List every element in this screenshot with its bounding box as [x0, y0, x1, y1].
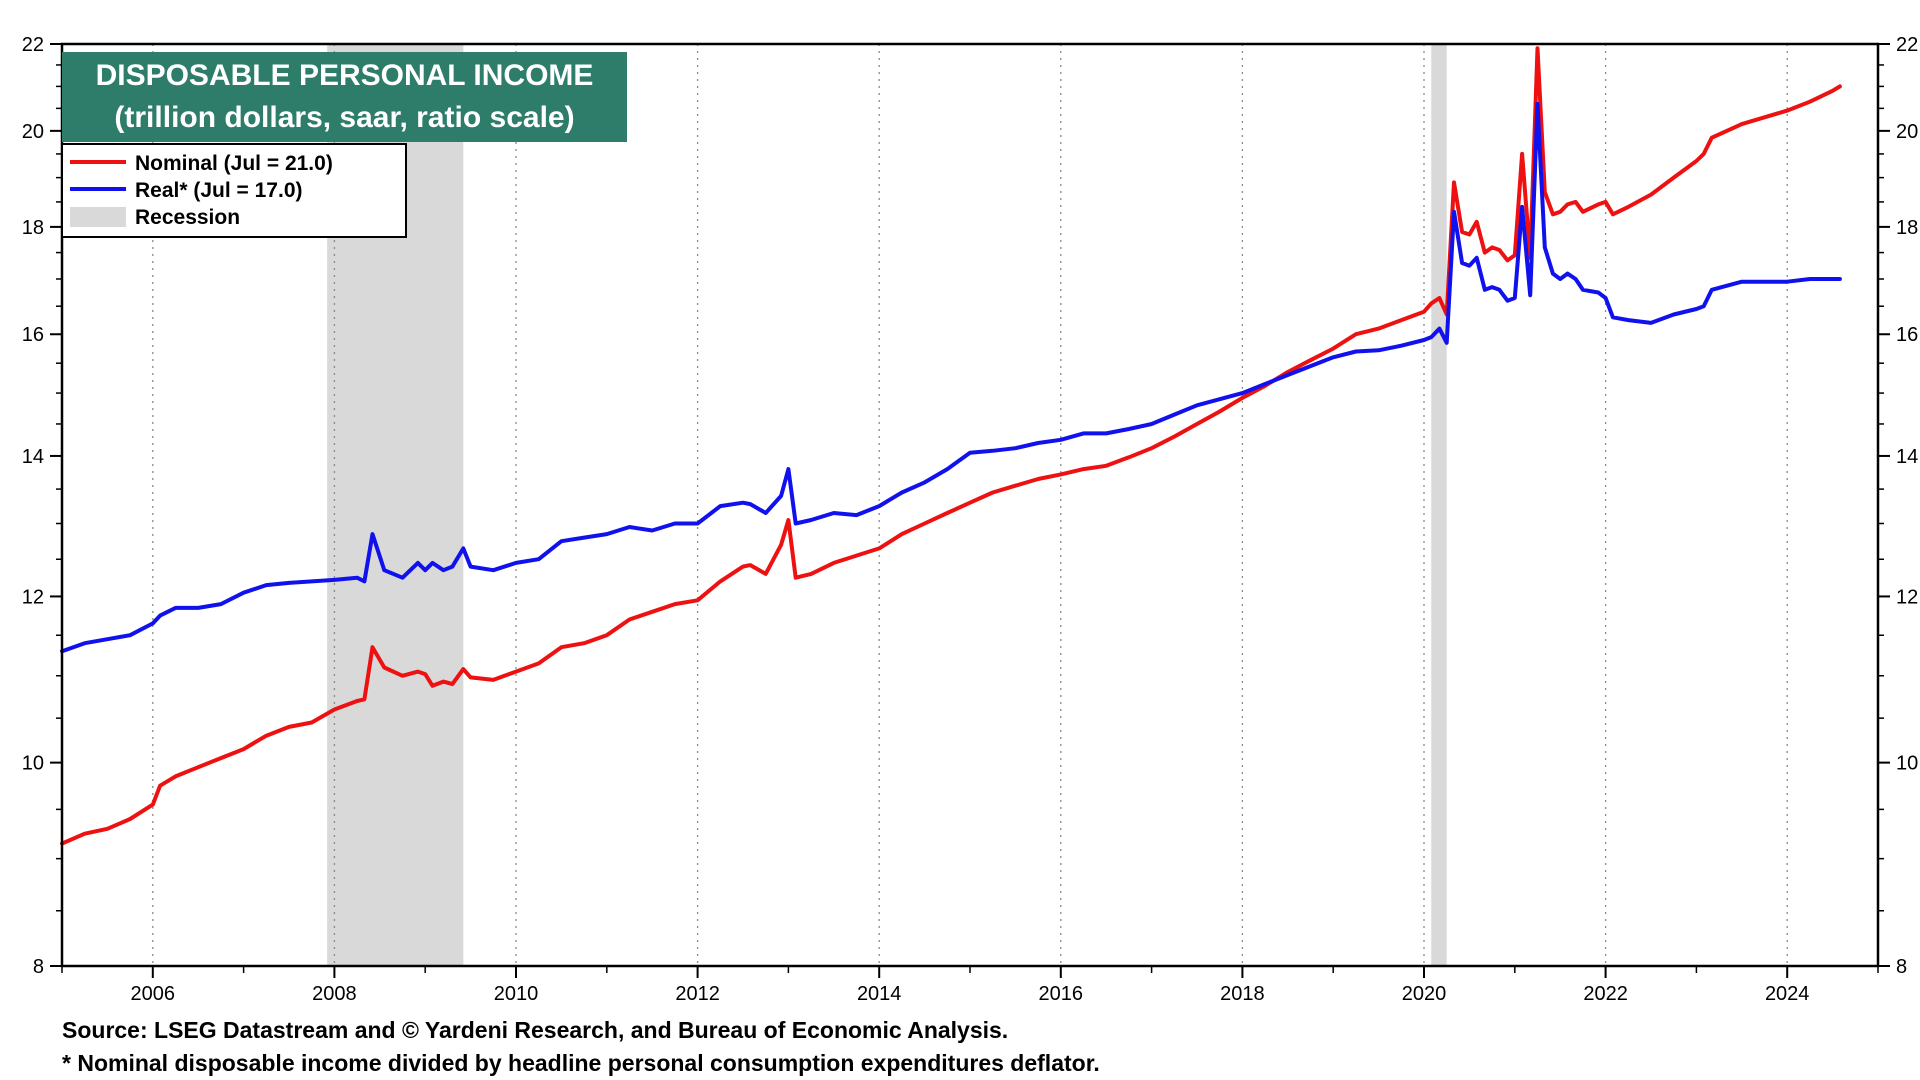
chart-subtitle: (trillion dollars, saar, ratio scale): [114, 101, 574, 134]
y-tick-label-right: 20: [1896, 121, 1918, 143]
y-tick-label-right: 8: [1896, 956, 1907, 978]
y-tick-label-left: 18: [22, 217, 44, 239]
y-tick-label-left: 20: [22, 121, 44, 143]
recession-band-2: [1431, 44, 1447, 966]
x-tick-label: 2022: [1583, 983, 1628, 1005]
y-tick-label-left: 14: [22, 446, 44, 468]
legend-label-recession: Recession: [135, 206, 240, 229]
x-tick-label: 2010: [494, 983, 539, 1005]
chart-title: DISPOSABLE PERSONAL INCOME: [96, 59, 594, 92]
legend: Nominal (Jul = 21.0) Real* (Jul = 17.0) …: [61, 143, 407, 238]
y-tick-label-right: 10: [1896, 753, 1918, 775]
x-tick-label: 2016: [1039, 983, 1084, 1005]
y-tick-label-right: 12: [1896, 586, 1918, 608]
series-line-nominal: [60, 46, 1842, 846]
x-tick-label: 2018: [1220, 983, 1265, 1005]
x-tick-label: 2012: [675, 983, 720, 1005]
legend-label-real: Real* (Jul = 17.0): [135, 179, 303, 202]
series-lines: [60, 46, 1842, 846]
y-tick-label-left: 22: [22, 34, 44, 56]
title-background: [62, 52, 627, 142]
x-tick-label: 2008: [312, 983, 357, 1005]
y-tick-label-left: 10: [22, 753, 44, 775]
x-tick-label: 2006: [131, 983, 176, 1005]
recession-bands: [327, 44, 1447, 966]
x-tick-label: 2014: [857, 983, 902, 1005]
y-tick-label-right: 22: [1896, 34, 1918, 56]
y-tick-label-left: 12: [22, 586, 44, 608]
source-footnote: Source: LSEG Datastream and © Yardeni Re…: [62, 1017, 1008, 1043]
y-tick-label-left: 8: [33, 956, 44, 978]
legend-swatch-recession: [70, 207, 126, 227]
title-box: DISPOSABLE PERSONAL INCOME (trillion dol…: [62, 52, 627, 142]
y-tick-label-left: 16: [22, 324, 44, 346]
y-tick-label-right: 14: [1896, 446, 1918, 468]
y-tick-label-right: 18: [1896, 217, 1918, 239]
x-tick-label: 2020: [1402, 983, 1447, 1005]
legend-label-nominal: Nominal (Jul = 21.0): [135, 152, 333, 175]
y-tick-label-right: 16: [1896, 324, 1918, 346]
series-line-real: [60, 101, 1842, 654]
plot-frame: [60, 42, 1880, 968]
deflator-footnote: * Nominal disposable income divided by h…: [62, 1050, 1100, 1076]
x-tick-label: 2024: [1765, 983, 1810, 1005]
